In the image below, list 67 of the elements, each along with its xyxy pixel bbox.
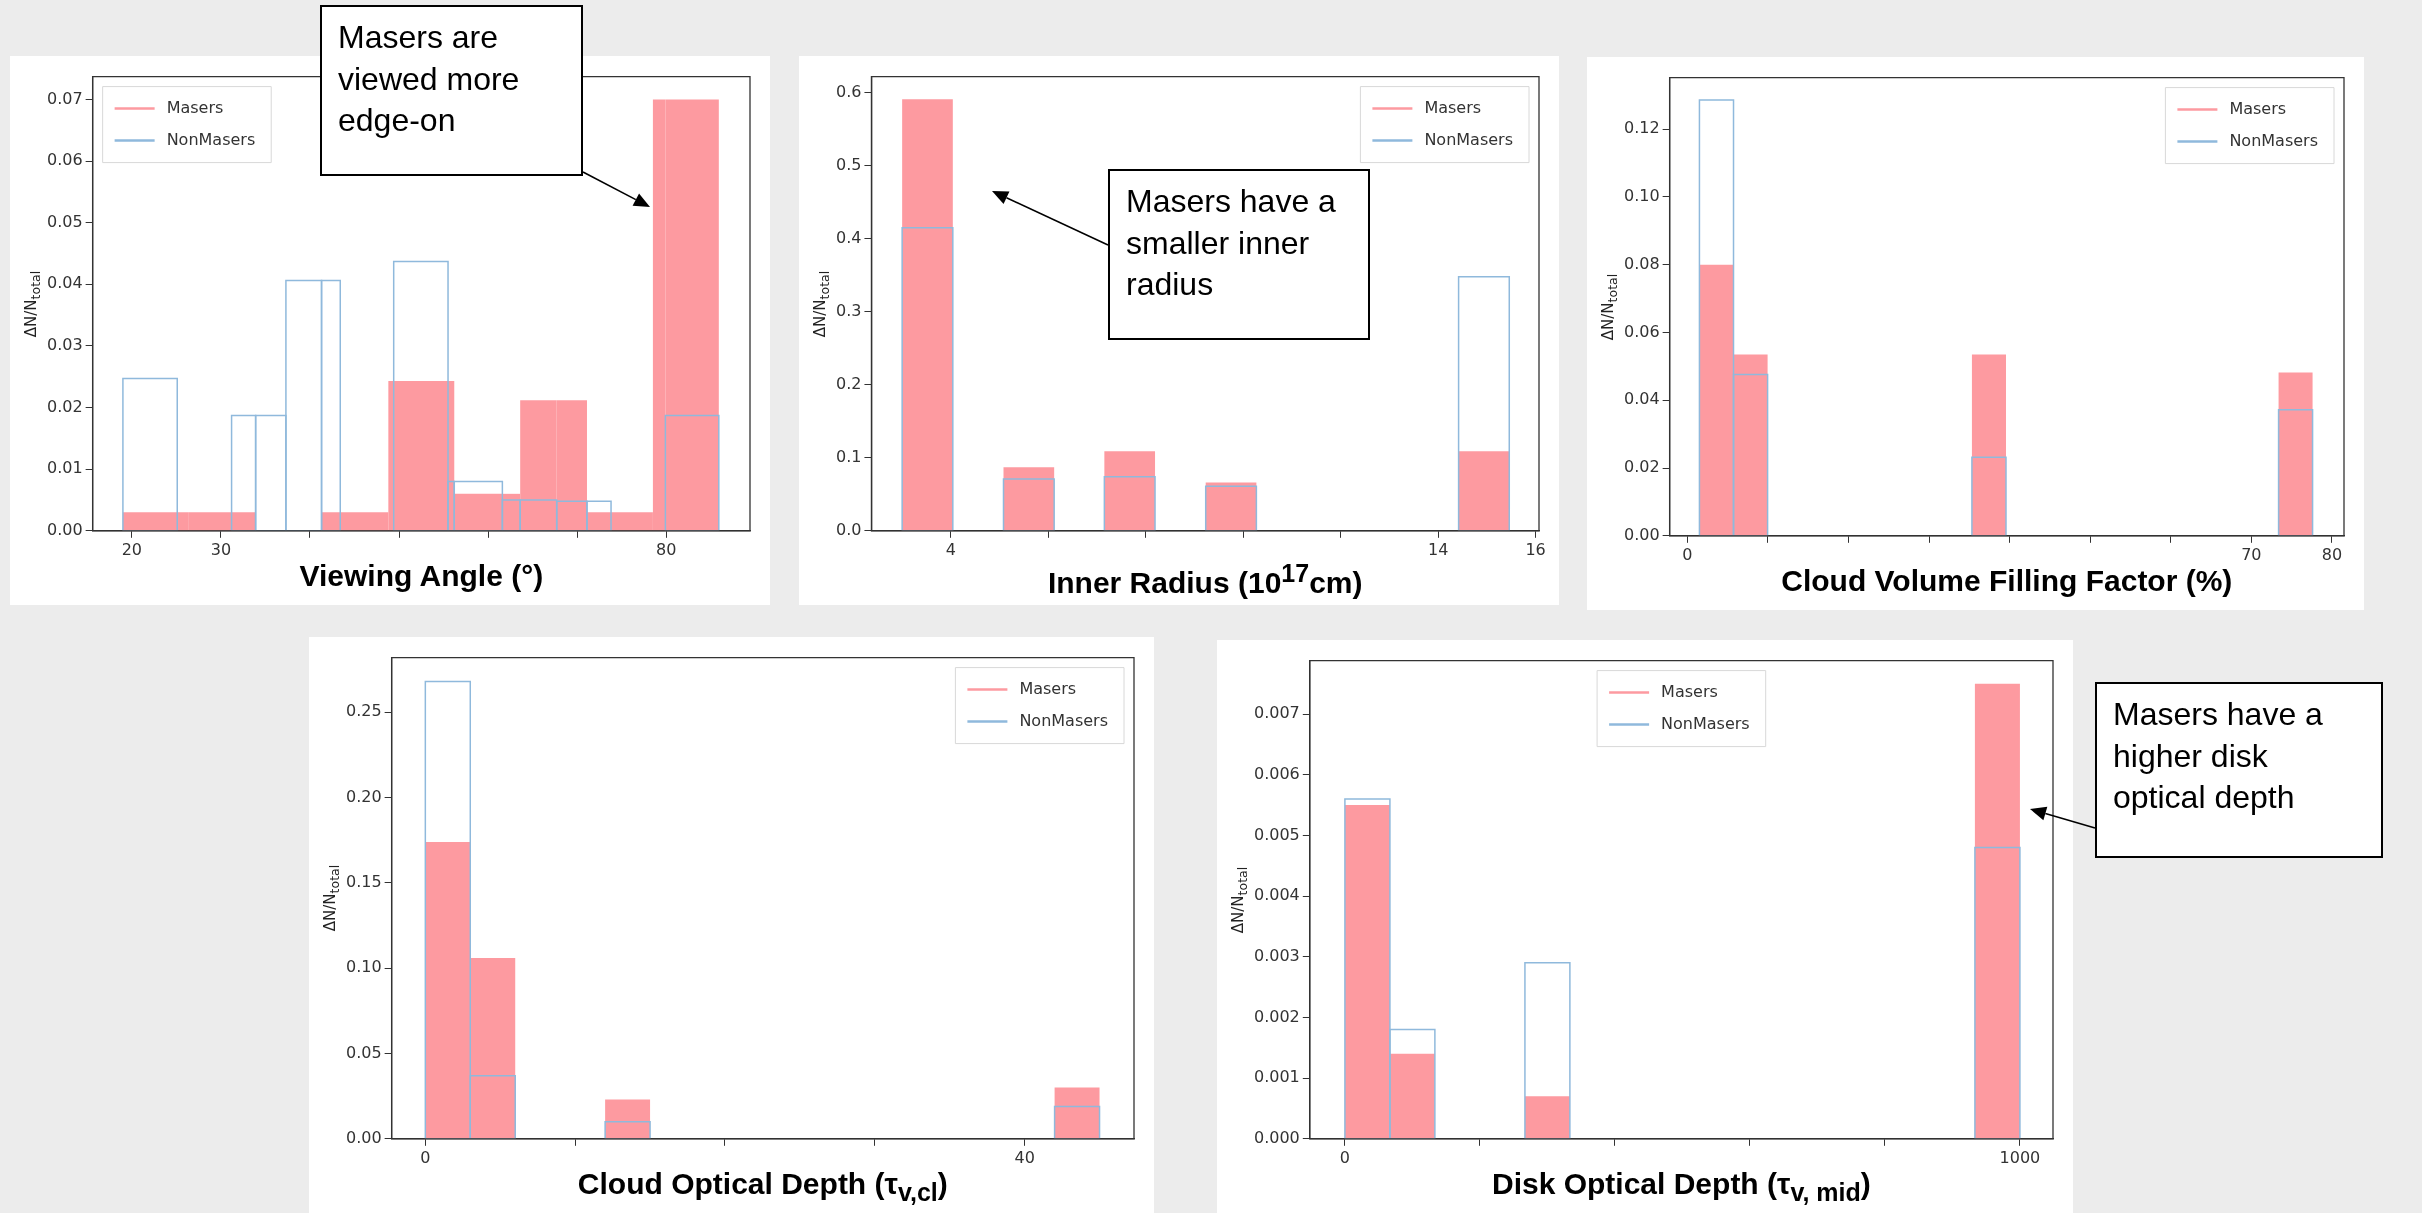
y-tick-label: 0.02 xyxy=(1624,457,1660,477)
x-tick-label: 80 xyxy=(656,539,677,559)
annotation: Masers are viewed more edge-on xyxy=(320,5,583,176)
x-tick-label: 4 xyxy=(945,539,956,559)
y-tick-label: 0.06 xyxy=(1624,321,1660,341)
x-tick-label: 0 xyxy=(1682,544,1693,564)
y-tick-label: 0.5 xyxy=(835,154,862,174)
y-tick-label: 0.08 xyxy=(1624,253,1660,273)
y-tick-label: 0.4 xyxy=(835,227,862,247)
legend-label: NonMasers xyxy=(2229,130,2319,150)
y-tick-label: 0.001 xyxy=(1253,1067,1300,1087)
x-tick-label: 40 xyxy=(1014,1147,1035,1167)
y-tick-label: 0.000 xyxy=(1253,1127,1300,1147)
legend-label: NonMasers xyxy=(166,129,256,149)
y-tick-label: 0.03 xyxy=(47,335,83,355)
x-tick-label: 0 xyxy=(420,1147,431,1167)
y-tick-label: 0.05 xyxy=(346,1042,382,1062)
y-tick-label: 0.10 xyxy=(1624,186,1660,206)
x-tick-label: 16 xyxy=(1525,539,1546,559)
y-tick-label: 0.05 xyxy=(47,211,83,231)
y-tick-label: 0.04 xyxy=(47,273,83,293)
y-tick-label: 0.15 xyxy=(346,872,382,891)
legend-label: NonMasers xyxy=(1661,713,1750,733)
y-tick-label: 0.01 xyxy=(47,458,83,478)
y-tick-label: 0.2 xyxy=(835,373,862,393)
x-tick-label: 1000 xyxy=(1999,1147,2041,1167)
x-tick-label: 0 xyxy=(1339,1147,1350,1167)
y-tick-label: 0.004 xyxy=(1253,885,1300,905)
y-tick-label: 0.20 xyxy=(346,786,382,806)
legend-label: Masers xyxy=(1424,97,1482,117)
x-tick-label: 70 xyxy=(2241,544,2262,564)
y-tick-label: 0.10 xyxy=(346,957,382,977)
y-tick-label: 0.6 xyxy=(835,81,862,101)
x-axis-title: Cloud Volume Filling Factor (%) xyxy=(1781,563,2233,598)
y-tick-label: 0.00 xyxy=(47,519,83,539)
x-tick-label: 14 xyxy=(1427,539,1449,559)
annotation: Masers have a smaller inner radius xyxy=(1108,169,1370,340)
legend-label: NonMasers xyxy=(1019,710,1109,730)
y-tick-label: 0.00 xyxy=(346,1127,382,1147)
y-tick-label: 0.0 xyxy=(835,519,862,539)
y-tick-label: 0.1 xyxy=(835,446,862,466)
y-tick-label: 0.00 xyxy=(1624,524,1660,544)
y-tick-label: 0.07 xyxy=(47,88,83,108)
y-tick-label: 0.002 xyxy=(1253,1006,1300,1026)
y-tick-label: 0.12 xyxy=(1624,118,1660,138)
x-axis-title: Viewing Angle (°) xyxy=(299,558,544,593)
x-tick-label: 30 xyxy=(210,539,232,559)
legend-label: NonMasers xyxy=(1424,129,1514,149)
legend-label: Masers xyxy=(1661,681,1718,701)
y-tick-label: 0.3 xyxy=(835,300,862,320)
x-axis-title: Cloud Optical Depth (τ$_{v,cl}$) xyxy=(577,1166,948,1207)
x-tick-label: 80 xyxy=(2321,544,2343,564)
legend-label: Masers xyxy=(1019,678,1077,698)
y-tick-label: 0.02 xyxy=(47,396,83,416)
x-tick-label: 20 xyxy=(121,539,142,559)
x-axis-title: Inner Radius (10$^{17}$cm) xyxy=(1047,558,1363,600)
y-tick-label: 0.006 xyxy=(1253,763,1300,783)
y-tick-label: 0.007 xyxy=(1253,703,1300,723)
legend-label: Masers xyxy=(2229,98,2287,118)
y-tick-label: 0.04 xyxy=(1624,389,1660,409)
y-tick-label: 0.003 xyxy=(1253,945,1300,965)
y-tick-label: 0.005 xyxy=(1253,824,1300,844)
x-axis-title: Disk Optical Depth (τ$_{v, mid}$) xyxy=(1491,1166,1871,1207)
y-tick-label: 0.25 xyxy=(346,701,382,721)
y-tick-label: 0.06 xyxy=(47,150,83,170)
legend-label: Masers xyxy=(166,97,224,117)
text: Masers have a higher disk optical depth xyxy=(2095,682,2383,858)
